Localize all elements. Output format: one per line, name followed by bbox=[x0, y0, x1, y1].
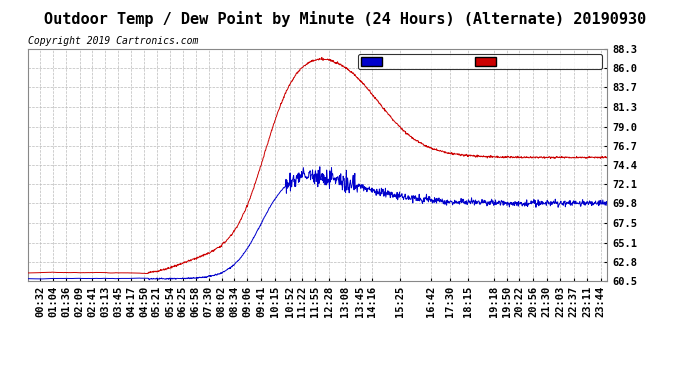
Text: Outdoor Temp / Dew Point by Minute (24 Hours) (Alternate) 20190930: Outdoor Temp / Dew Point by Minute (24 H… bbox=[44, 11, 646, 27]
Legend: Dew Point (°F), Temperature (°F): Dew Point (°F), Temperature (°F) bbox=[358, 54, 602, 69]
Text: Copyright 2019 Cartronics.com: Copyright 2019 Cartronics.com bbox=[28, 36, 198, 46]
